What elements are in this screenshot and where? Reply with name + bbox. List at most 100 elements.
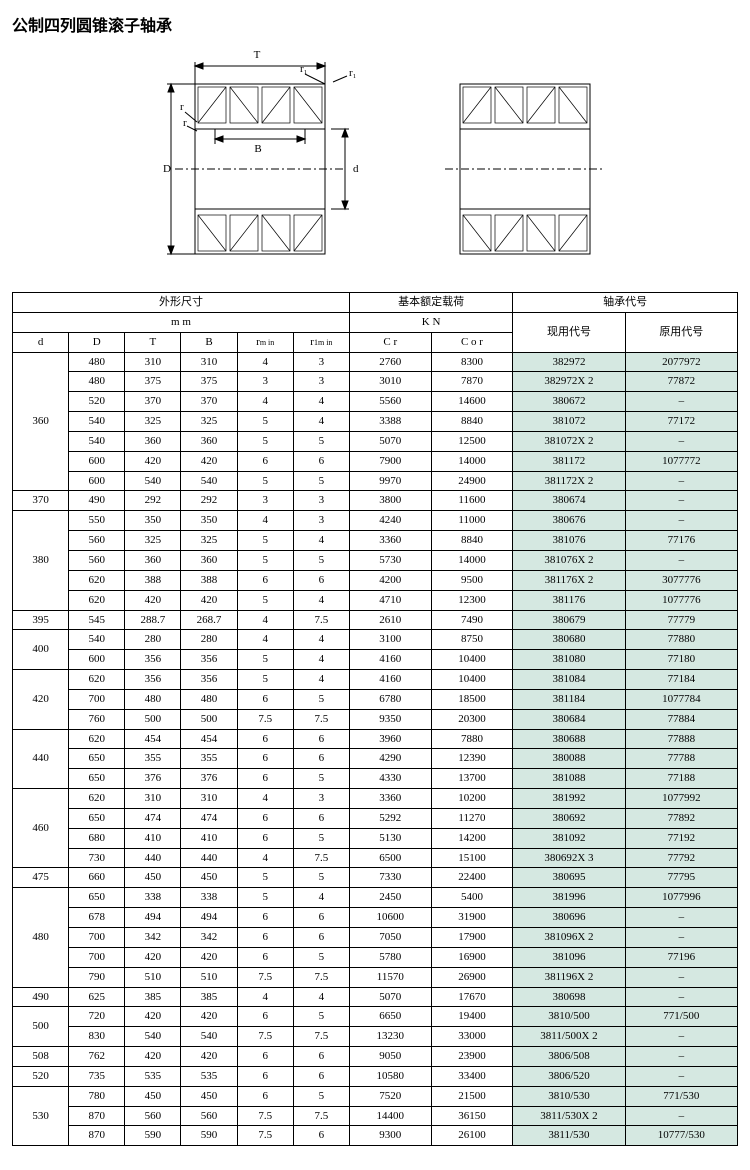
cell-Cr: 7050 [349,928,431,948]
table-row: 7004204206557801690038109677196 [13,947,738,967]
cell-cur-model: 3806/520 [513,1066,625,1086]
table-row: 7905105107.57.51157026900381196X 2– [13,967,738,987]
cell-D: 540 [69,630,125,650]
cell-old-model: 2077972 [625,352,737,372]
cell-D: 830 [69,1027,125,1047]
hdr-mm: m m [13,312,350,332]
table-row: 73044044047.5650015100380692X 377792 [13,848,738,868]
cell-old-model: – [625,928,737,948]
cell-Cr: 10600 [349,908,431,928]
cell-r1: 5 [293,868,349,888]
cell-r1: 7.5 [293,1106,349,1126]
cell-r: 5 [237,531,293,551]
cell-D: 870 [69,1106,125,1126]
cell-T: 474 [125,808,181,828]
cell-B: 356 [181,670,237,690]
cell-B: 350 [181,511,237,531]
cell-old-model: 1077776 [625,590,737,610]
cell-T: 376 [125,769,181,789]
cell-Cr: 2450 [349,888,431,908]
cell-B: 450 [181,868,237,888]
cell-Cr: 9350 [349,709,431,729]
dim-B: B [254,143,261,155]
cell-B: 535 [181,1066,237,1086]
table-row: 460620310310433360102003819921077992 [13,789,738,809]
cell-Cor: 26900 [431,967,513,987]
cell-cur-model: 380674 [513,491,625,511]
cell-r1: 6 [293,729,349,749]
cell-old-model: 771/530 [625,1086,737,1106]
cell-old-model: 77176 [625,531,737,551]
hdr-T: T [125,332,181,352]
cell-Cr: 7330 [349,868,431,888]
cell-Cor: 8840 [431,412,513,432]
cell-old-model: – [625,987,737,1007]
cell-Cr: 9050 [349,1047,431,1067]
cell-D: 625 [69,987,125,1007]
cell-old-model: – [625,471,737,491]
cell-r1: 5 [293,1007,349,1027]
cell-B: 420 [181,590,237,610]
cell-B: 356 [181,650,237,670]
table-row: 560325325543360884038107677176 [13,531,738,551]
cell-T: 454 [125,729,181,749]
cell-old-model: 77872 [625,372,737,392]
cell-D: 650 [69,808,125,828]
cell-Cr: 3010 [349,372,431,392]
cell-cur-model: 3810/530 [513,1086,625,1106]
cell-T: 420 [125,1007,181,1027]
cell-Cor: 5400 [431,888,513,908]
cell-B: 310 [181,352,237,372]
cell-r: 7.5 [237,709,293,729]
cell-T: 540 [125,471,181,491]
cell-Cor: 11270 [431,808,513,828]
cell-B: 420 [181,1047,237,1067]
cell-cur-model: 381080 [513,650,625,670]
cell-T: 342 [125,928,181,948]
cell-r1: 7.5 [293,1027,349,1047]
cell-cur-model: 380088 [513,749,625,769]
cell-Cor: 14600 [431,392,513,412]
cell-Cr: 3100 [349,630,431,650]
cell-r: 6 [237,570,293,590]
cell-T: 410 [125,828,181,848]
cell-r1: 4 [293,987,349,1007]
hdr-Cr: C r [349,332,431,352]
cell-r: 7.5 [237,1106,293,1126]
cell-old-model: 77892 [625,808,737,828]
cell-d: 380 [13,511,69,610]
cell-r: 5 [237,590,293,610]
cell-Cor: 36150 [431,1106,513,1126]
hdr-old: 原用代号 [625,312,737,352]
cell-B: 454 [181,729,237,749]
hdr-r1min: r1m in [293,332,349,352]
cell-D: 720 [69,1007,125,1027]
cell-B: 420 [181,947,237,967]
cell-cur-model: 381096X 2 [513,928,625,948]
cell-Cor: 11000 [431,511,513,531]
cell-d: 530 [13,1086,69,1146]
cell-T: 560 [125,1106,181,1126]
cell-B: 292 [181,491,237,511]
cell-old-model: – [625,967,737,987]
cell-Cr: 4240 [349,511,431,531]
table-row: 38055035035043424011000380676– [13,511,738,531]
cell-cur-model: 381072X 2 [513,431,625,451]
hdr-model: 轴承代号 [513,293,738,313]
cell-r1: 3 [293,372,349,392]
cell-Cor: 24900 [431,471,513,491]
cell-D: 620 [69,670,125,690]
cell-D: 600 [69,451,125,471]
cell-D: 600 [69,650,125,670]
cell-B: 560 [181,1106,237,1126]
cell-Cr: 4710 [349,590,431,610]
cell-old-model: 1077772 [625,451,737,471]
cell-Cor: 8840 [431,531,513,551]
cell-old-model: 1077992 [625,789,737,809]
cell-r1: 6 [293,1066,349,1086]
cell-cur-model: 380696 [513,908,625,928]
cell-cur-model: 3811/500X 2 [513,1027,625,1047]
cell-cur-model: 380692 [513,808,625,828]
cell-cur-model: 3810/500 [513,1007,625,1027]
table-row: 500720420420656650194003810/500771/500 [13,1007,738,1027]
